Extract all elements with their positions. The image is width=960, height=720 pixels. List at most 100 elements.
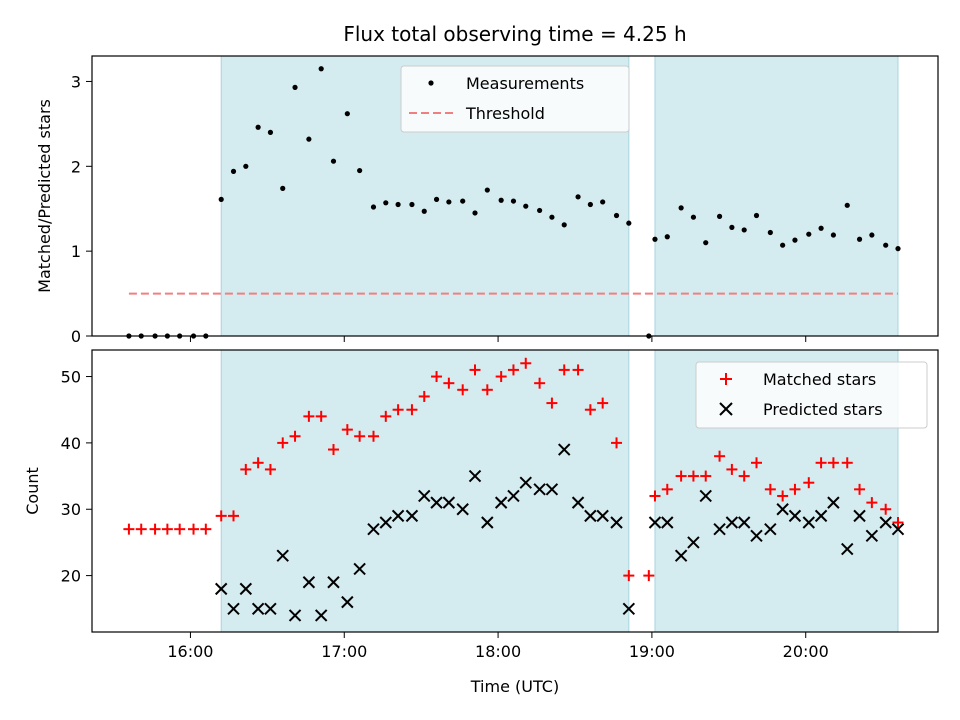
bottom-series-1-point-16 — [418, 489, 431, 503]
bottom-y-tick-label-1: 30 — [61, 500, 81, 519]
top-series-0-point-11 — [267, 129, 274, 135]
bottom-series-1-point-42 — [764, 522, 777, 536]
top-series-0-point-27 — [472, 210, 478, 216]
bottom-series-0-point-33 — [546, 397, 558, 409]
bottom-series-1-point-2 — [239, 582, 253, 596]
bottom-series-1-point-47 — [827, 496, 840, 509]
bottom-series-0-point-40 — [643, 570, 655, 582]
top-series-0-point-18 — [357, 167, 363, 174]
bottom-series-0-point-9 — [240, 463, 252, 475]
legend-measurements-label: Measurements — [466, 74, 584, 93]
bottom-series-0-point-0 — [123, 523, 135, 535]
top-series-0-point-59 — [883, 242, 889, 248]
top-series-0-point-7 — [218, 196, 224, 202]
bottom-series-0-point-56 — [841, 457, 853, 469]
top-series-0-point-30 — [510, 198, 517, 204]
bottom-series-1-point-39 — [725, 516, 739, 529]
top-series-0-point-8 — [230, 168, 237, 174]
bottom-series-0-point-23 — [418, 390, 430, 402]
bottom-series-0-point-17 — [341, 424, 353, 436]
top-series-0-point-60 — [895, 246, 901, 252]
bottom-series-1-point-17 — [430, 496, 443, 509]
bottom-series-0-point-37 — [597, 397, 609, 409]
bottom-x-tick-label-1: 17:00 — [321, 642, 367, 661]
bottom-series-1-point-43 — [776, 503, 789, 516]
top-series-0-point-25 — [446, 199, 452, 205]
chart-title: Flux total observing time = 4.25 h — [343, 22, 686, 46]
bottom-series-1-point-26 — [545, 483, 559, 496]
top-series-0-point-19 — [370, 204, 377, 210]
bottom-series-1-point-20 — [468, 469, 482, 483]
bottom-series-1-point-0 — [215, 582, 228, 596]
bottom-series-1-point-9 — [327, 576, 340, 589]
top-series-0-point-55 — [830, 232, 837, 238]
bottom-series-1-point-32 — [622, 602, 636, 615]
bottom-series-1-point-15 — [405, 509, 419, 523]
bottom-series-0-point-27 — [469, 364, 481, 376]
top-series-0-point-10 — [255, 124, 261, 130]
bottom-series-1-point-13 — [379, 516, 392, 529]
bottom-series-0-point-29 — [495, 371, 507, 383]
bottom-series-0-point-4 — [174, 523, 186, 535]
top-series-0-point-54 — [818, 225, 824, 231]
top-series-0-point-52 — [792, 237, 798, 243]
bottom-series-0-point-5 — [188, 523, 200, 535]
bottom-series-1-point-35 — [674, 549, 688, 562]
bottom-series-0-point-58 — [866, 497, 878, 509]
bottom-series-1-point-19 — [456, 503, 469, 516]
top-series-0-point-14 — [306, 136, 312, 142]
bottom-series-1-point-11 — [353, 562, 366, 576]
top-series-0-point-45 — [703, 240, 709, 246]
top-series-0-point-26 — [460, 198, 466, 204]
top-y-tick-label-2: 2 — [71, 157, 81, 176]
top-legend-box — [400, 65, 630, 133]
bottom-series-1-point-4 — [264, 602, 277, 615]
top-series-0-point-57 — [856, 236, 863, 242]
top-series-0-point-21 — [395, 201, 401, 208]
top-series-0-point-36 — [587, 201, 593, 208]
top-x-ticks — [189, 336, 807, 342]
top-y-tick-label-0: 0 — [71, 327, 81, 346]
top-series-0-point-51 — [780, 242, 786, 248]
top-series-0-point-29 — [498, 197, 504, 203]
bottom-series-1-point-51 — [879, 516, 892, 529]
bottom-series-0-point-21 — [392, 404, 404, 416]
top-series-0-point-38 — [613, 212, 620, 219]
bottom-series-0-point-51 — [777, 490, 789, 502]
top-series-0-point-47 — [729, 224, 735, 230]
top-series-0-point-9 — [243, 163, 249, 169]
bottom-series-0-point-46 — [714, 450, 726, 462]
bottom-series-0-point-14 — [303, 410, 315, 422]
top-series-0-point-58 — [869, 232, 875, 238]
bottom-series-1-point-29 — [584, 509, 597, 523]
legend-predicted-label: Predicted stars — [763, 400, 883, 419]
top-plot-frame — [91, 55, 939, 337]
bottom-x-tick-label-2: 18:00 — [475, 642, 521, 661]
top-series-0-point-37 — [600, 199, 606, 205]
bottom-series-0-point-18 — [354, 430, 366, 442]
top-y-axis-label: Matched/Predicted stars — [35, 99, 54, 293]
bottom-series-0-point-47 — [726, 463, 738, 475]
bottom-series-1-point-14 — [391, 509, 405, 523]
top-series-0-point-20 — [383, 200, 389, 206]
bottom-series-1-point-8 — [314, 609, 328, 622]
top-series-0-point-50 — [767, 229, 773, 236]
bottom-series-1-point-6 — [288, 609, 302, 622]
top-legend: Measurements Threshold — [400, 65, 630, 133]
bottom-series-0-point-59 — [880, 503, 892, 515]
top-series-0-point-43 — [678, 205, 684, 211]
top-series-0-point-34 — [561, 222, 567, 228]
bottom-series-0-point-24 — [431, 371, 443, 383]
top-series-0-point-53 — [806, 231, 812, 237]
top-y-tick-label-3: 3 — [71, 72, 81, 91]
top-series-0-point-42 — [664, 234, 670, 240]
bottom-series-0-point-54 — [815, 457, 827, 469]
bottom-series-0-point-15 — [315, 410, 327, 422]
bottom-series-0-point-36 — [584, 404, 596, 416]
bottom-series-0-point-53 — [803, 477, 815, 489]
bottom-series-0-point-10 — [252, 457, 264, 469]
bottom-series-1-point-27 — [558, 443, 571, 456]
bottom-series-0-point-38 — [611, 437, 623, 449]
bottom-y-ticks: 20 30 40 50 — [61, 368, 92, 586]
bottom-series-1-point-31 — [610, 516, 623, 529]
